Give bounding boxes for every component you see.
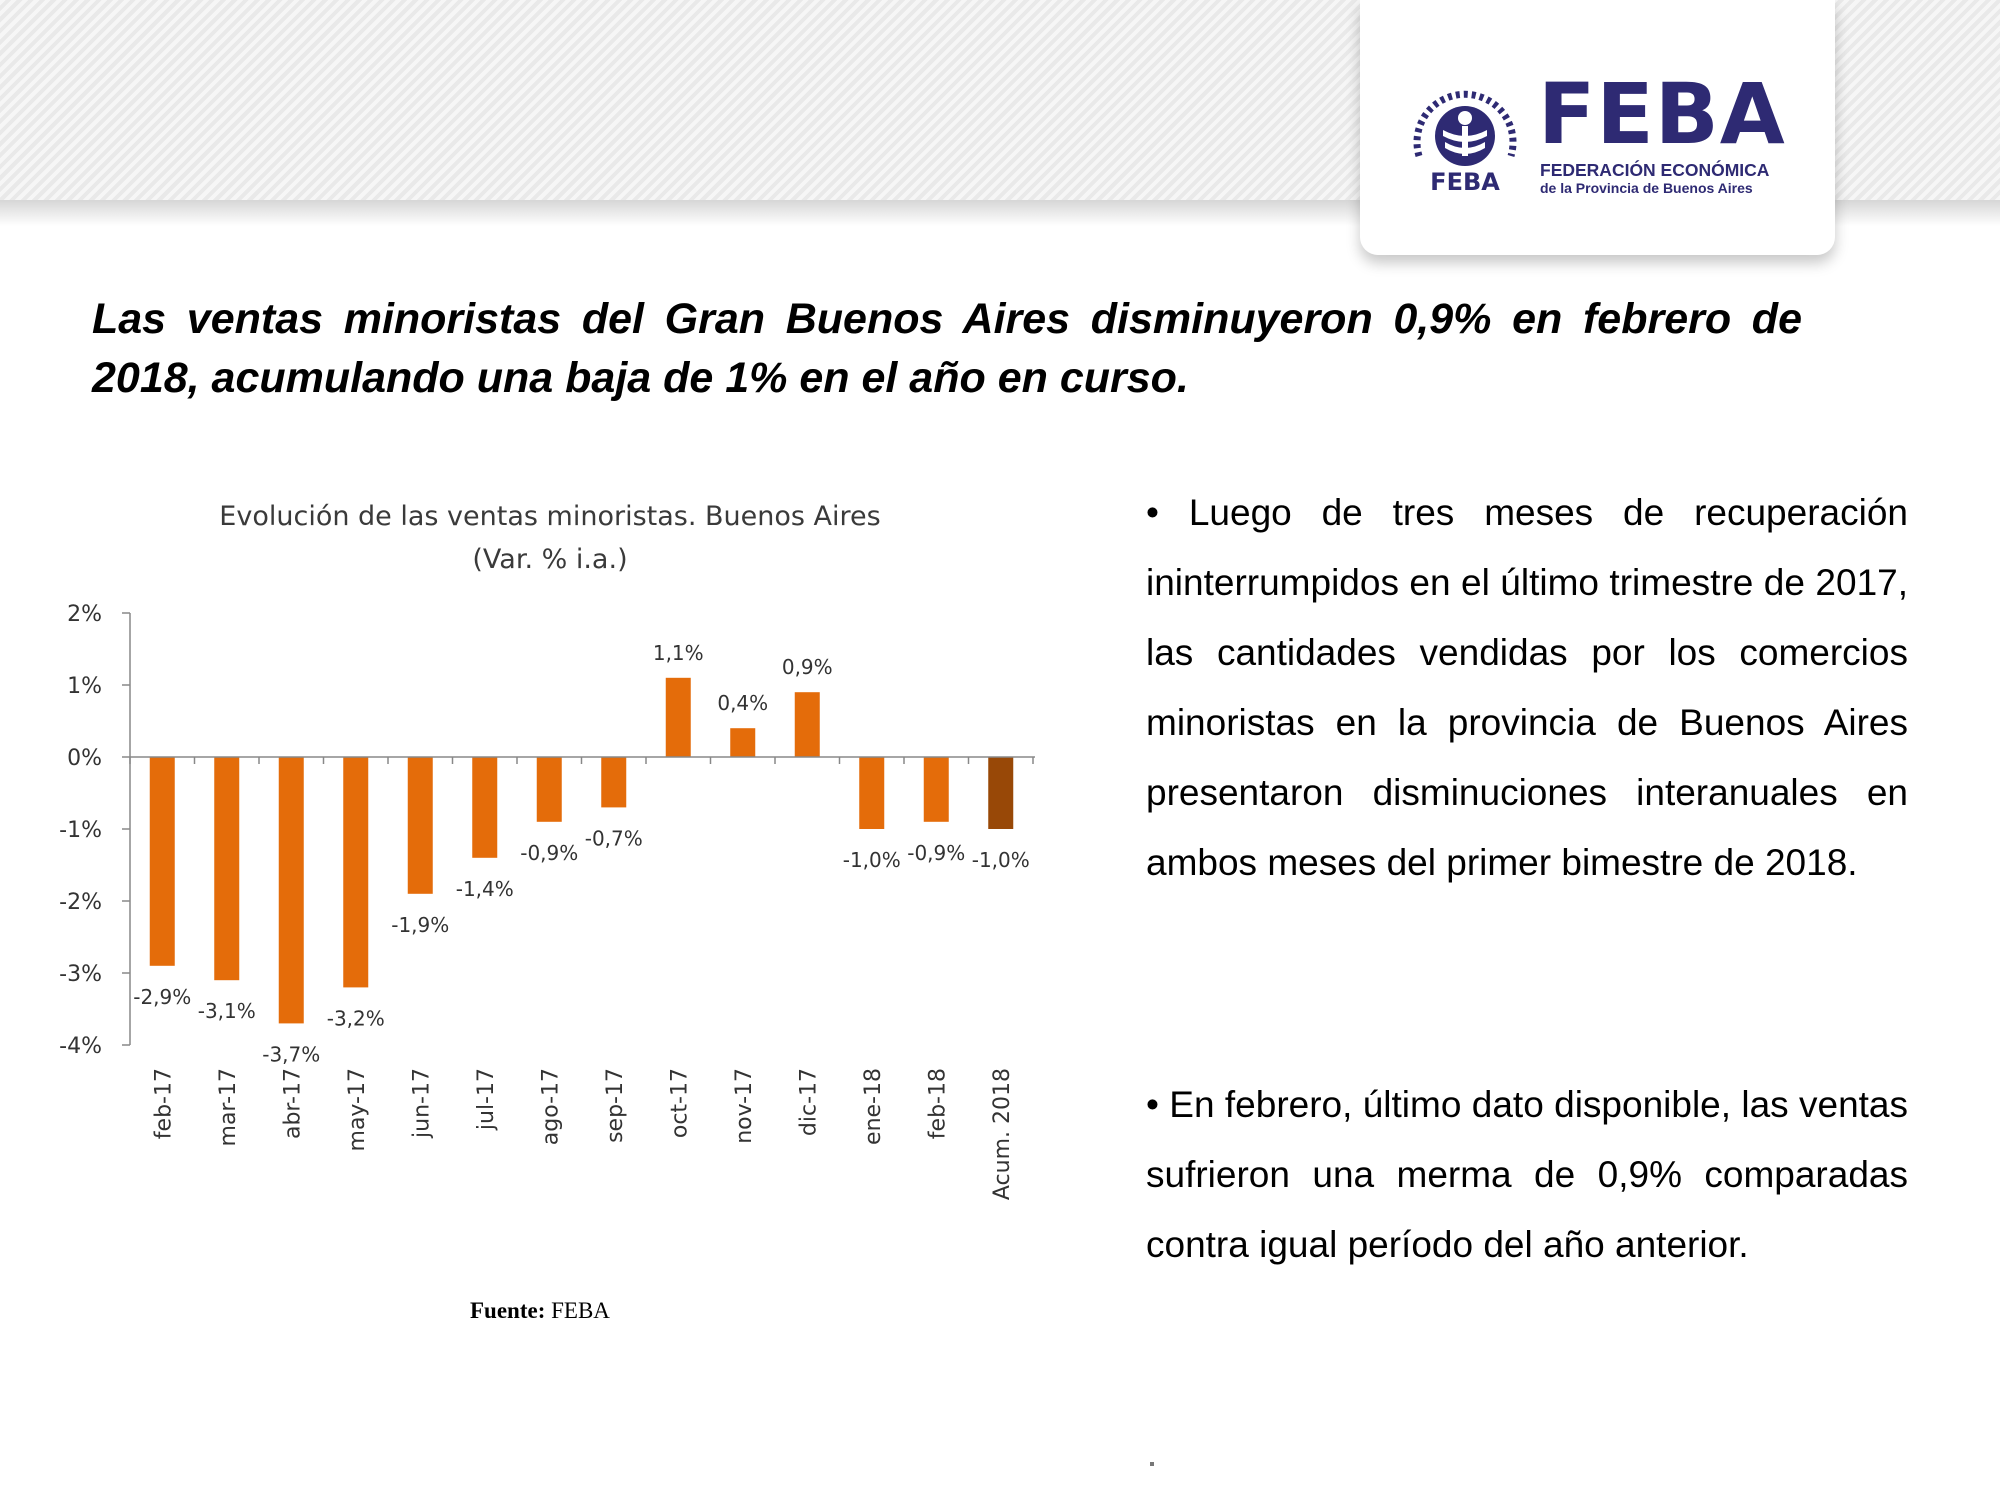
source-value: FEBA [551,1298,610,1323]
data-label: -0,9% [907,841,965,865]
data-label: -1,0% [972,848,1030,872]
y-tick-label: 2% [67,602,102,627]
logo-subtitle-line1: FEDERACIÓN ECONÓMICA [1540,160,1770,180]
chart-title-block: Evolución de las ventas minoristas. Buen… [150,495,950,581]
bar [923,757,949,822]
x-category-label: may-17 [345,1068,370,1151]
logo-subtitle-line2: de la Provincia de Buenos Aires [1540,180,1753,196]
logo-card: FEBA FEBA FEDERACIÓN ECONÓMICA de la Pro… [1360,0,1835,255]
feba-gear-emblem-icon: FEBA [1413,90,1517,196]
bar [859,757,885,829]
paragraph-1: • Luego de tres meses de recuperación in… [1146,492,1908,883]
bar [343,757,369,988]
source-note: Fuente: FEBA [470,1298,610,1324]
x-category-label: feb-18 [925,1068,950,1139]
bar [278,757,304,1024]
y-tick-label: 0% [67,746,102,771]
y-tick-label: -1% [59,818,102,843]
x-category-label: dic-17 [796,1068,821,1136]
bar [665,677,691,757]
bar [601,757,627,808]
data-label: -3,2% [327,1006,385,1030]
x-category-label: abr-17 [280,1068,305,1139]
x-category-label: oct-17 [667,1068,692,1138]
x-category-label: jul-17 [474,1068,499,1131]
x-category-label: ago-17 [538,1068,563,1145]
y-tick-label: -3% [59,962,102,987]
bar [214,757,240,981]
x-category-label: Acum. 2018 [990,1068,1015,1200]
x-category-label: nov-17 [732,1068,757,1144]
bar-chart: 2% 1% 0% -1% -2% -3% -4% -2,9% -3,1%-3,7% -3,2% -1… [59,602,1035,1200]
x-category-label: jun-17 [409,1068,434,1139]
x-category-label: feb-17 [151,1068,176,1139]
data-label: -3,1% [198,999,256,1023]
logo-wordmark: FEBA [1538,65,1786,163]
data-label: -1,0% [843,848,901,872]
paragraph-2: • En febrero, último dato disponible, la… [1146,1084,1908,1265]
headline: Las ventas minoristas del Gran Buenos Ai… [92,295,1802,402]
data-label: 0,9% [782,655,833,679]
bar [794,692,820,757]
data-label: -0,7% [585,826,643,850]
chart-title: Evolución de las ventas minoristas. Buen… [219,501,881,532]
data-label: -2,9% [133,985,191,1009]
bar [407,757,433,894]
y-tick-label: -2% [59,890,102,915]
data-label: -1,4% [456,877,514,901]
x-category-label: sep-17 [603,1068,628,1143]
data-label: -3,7% [262,1042,320,1066]
chart-subtitle: (Var. % i.a.) [472,544,628,575]
data-label: 1,1% [653,641,704,665]
x-category-label: mar-17 [216,1068,241,1146]
bar [730,728,756,757]
data-label: -1,9% [391,913,449,937]
x-category-label: ene-18 [861,1068,886,1145]
data-label: -0,9% [520,841,578,865]
emblem-text: FEBA [1430,168,1500,196]
bar [472,757,498,858]
bar [536,757,562,822]
stray-dot [1150,1462,1154,1466]
source-label: Fuente: [470,1298,546,1323]
bar [149,757,175,966]
bar [988,757,1014,829]
data-label: 0,4% [717,691,768,715]
y-tick-label: -4% [59,1034,102,1059]
y-tick-label: 1% [67,674,102,699]
